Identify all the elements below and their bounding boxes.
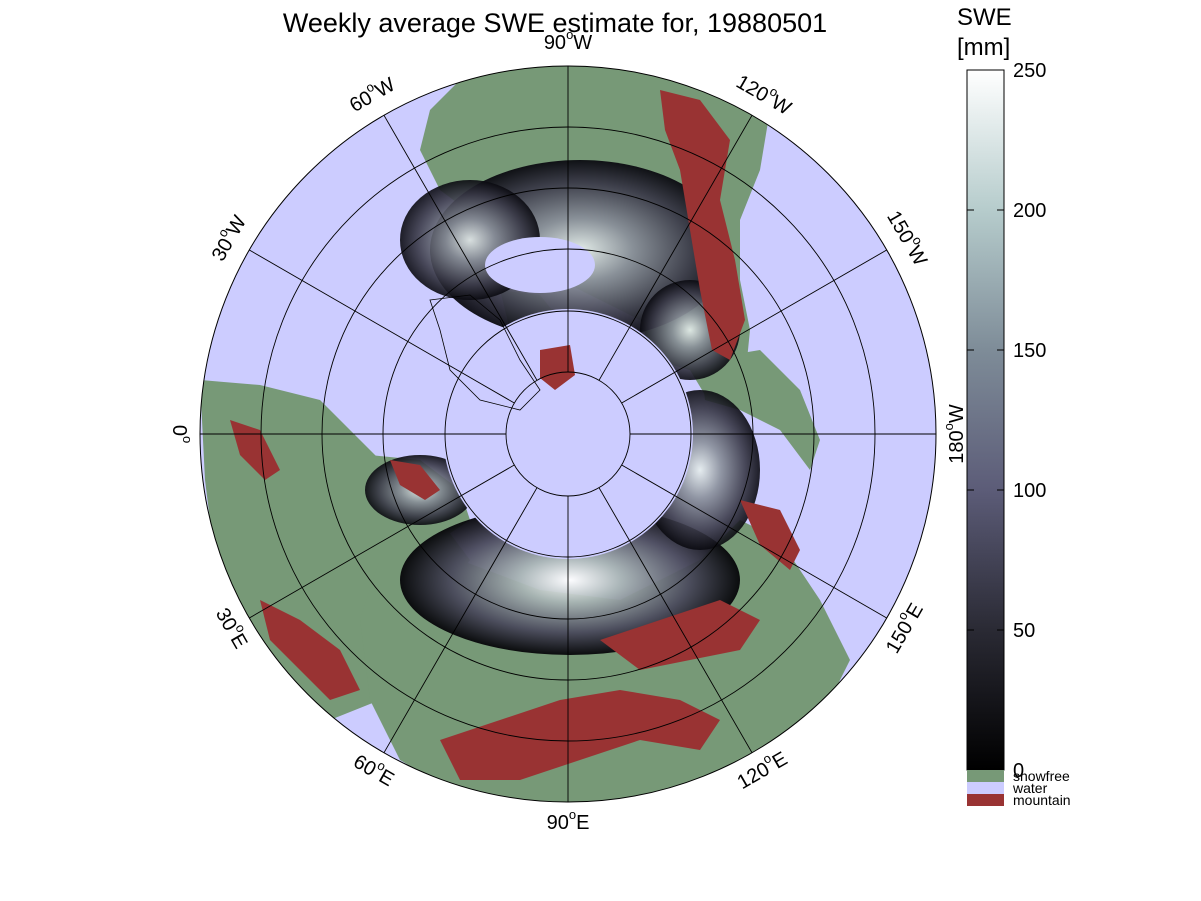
mountain-himalaya — [440, 690, 720, 780]
mountain-baffin — [540, 345, 575, 390]
greenland-outline — [429, 294, 541, 411]
colorbar-gradient — [966, 69, 1005, 771]
meridian-label: 90oE — [547, 807, 590, 834]
colorbar-tick-label: 50 — [1013, 620, 1035, 642]
colorbar-tick-label: 100 — [1013, 480, 1046, 502]
polar-map — [200, 66, 936, 802]
colorbar-ticks: 0 50 100 150 200 250 — [967, 60, 1046, 782]
meridian-label: 30oW — [204, 210, 251, 265]
meridian-line — [383, 487, 538, 753]
category-swatch-snowfree — [967, 770, 1004, 782]
category-label-water: water — [1012, 780, 1048, 796]
colorbar-tick-label: 250 — [1013, 60, 1046, 82]
meridian-line — [383, 115, 538, 381]
mountain-scandinavia — [390, 460, 440, 500]
colorbar-tick-label: 200 — [1013, 200, 1046, 222]
arctic-ocean — [443, 309, 693, 559]
category-swatch-water — [967, 782, 1004, 794]
mountain-alps — [260, 600, 360, 700]
mountain-east-asia — [740, 500, 800, 570]
mountain-rockies — [660, 90, 745, 360]
category-swatch-mountain — [967, 794, 1004, 806]
colorbar-tick-label: 0 — [1013, 760, 1024, 782]
meridian-line — [249, 464, 515, 619]
meridian-line — [598, 115, 753, 381]
meridian-label: 90oW — [544, 27, 592, 54]
colorbar-tick-label: 150 — [1013, 340, 1046, 362]
map-title: Weekly average SWE estimate for, 1988050… — [283, 8, 827, 38]
category-label-mountain: mountain — [1013, 792, 1071, 808]
map-frame — [199, 65, 937, 803]
mountain-iberia — [230, 420, 280, 480]
category-label-snowfree: snowfree — [1013, 768, 1070, 784]
meridian-line — [621, 249, 887, 404]
snow-region-siberia — [400, 505, 740, 655]
meridian-label: 60oW — [344, 70, 399, 117]
colorbar-title-line2: [mm] — [957, 34, 1010, 61]
meridian-label: 0o — [168, 425, 195, 443]
graticule — [200, 66, 936, 802]
colorbar: SWE [mm] 0 50 100 150 200 250 snowfreewatermo… — [957, 4, 1071, 808]
meridian-label: 180oW — [941, 404, 968, 464]
mountain-altai — [600, 600, 760, 670]
hudson-bay-water — [485, 237, 595, 293]
alaska-land — [700, 350, 820, 470]
meridian-line — [598, 487, 753, 753]
meridian-line — [621, 464, 887, 619]
colorbar-title-line1: SWE — [957, 4, 1012, 31]
meridian-line — [249, 249, 515, 404]
